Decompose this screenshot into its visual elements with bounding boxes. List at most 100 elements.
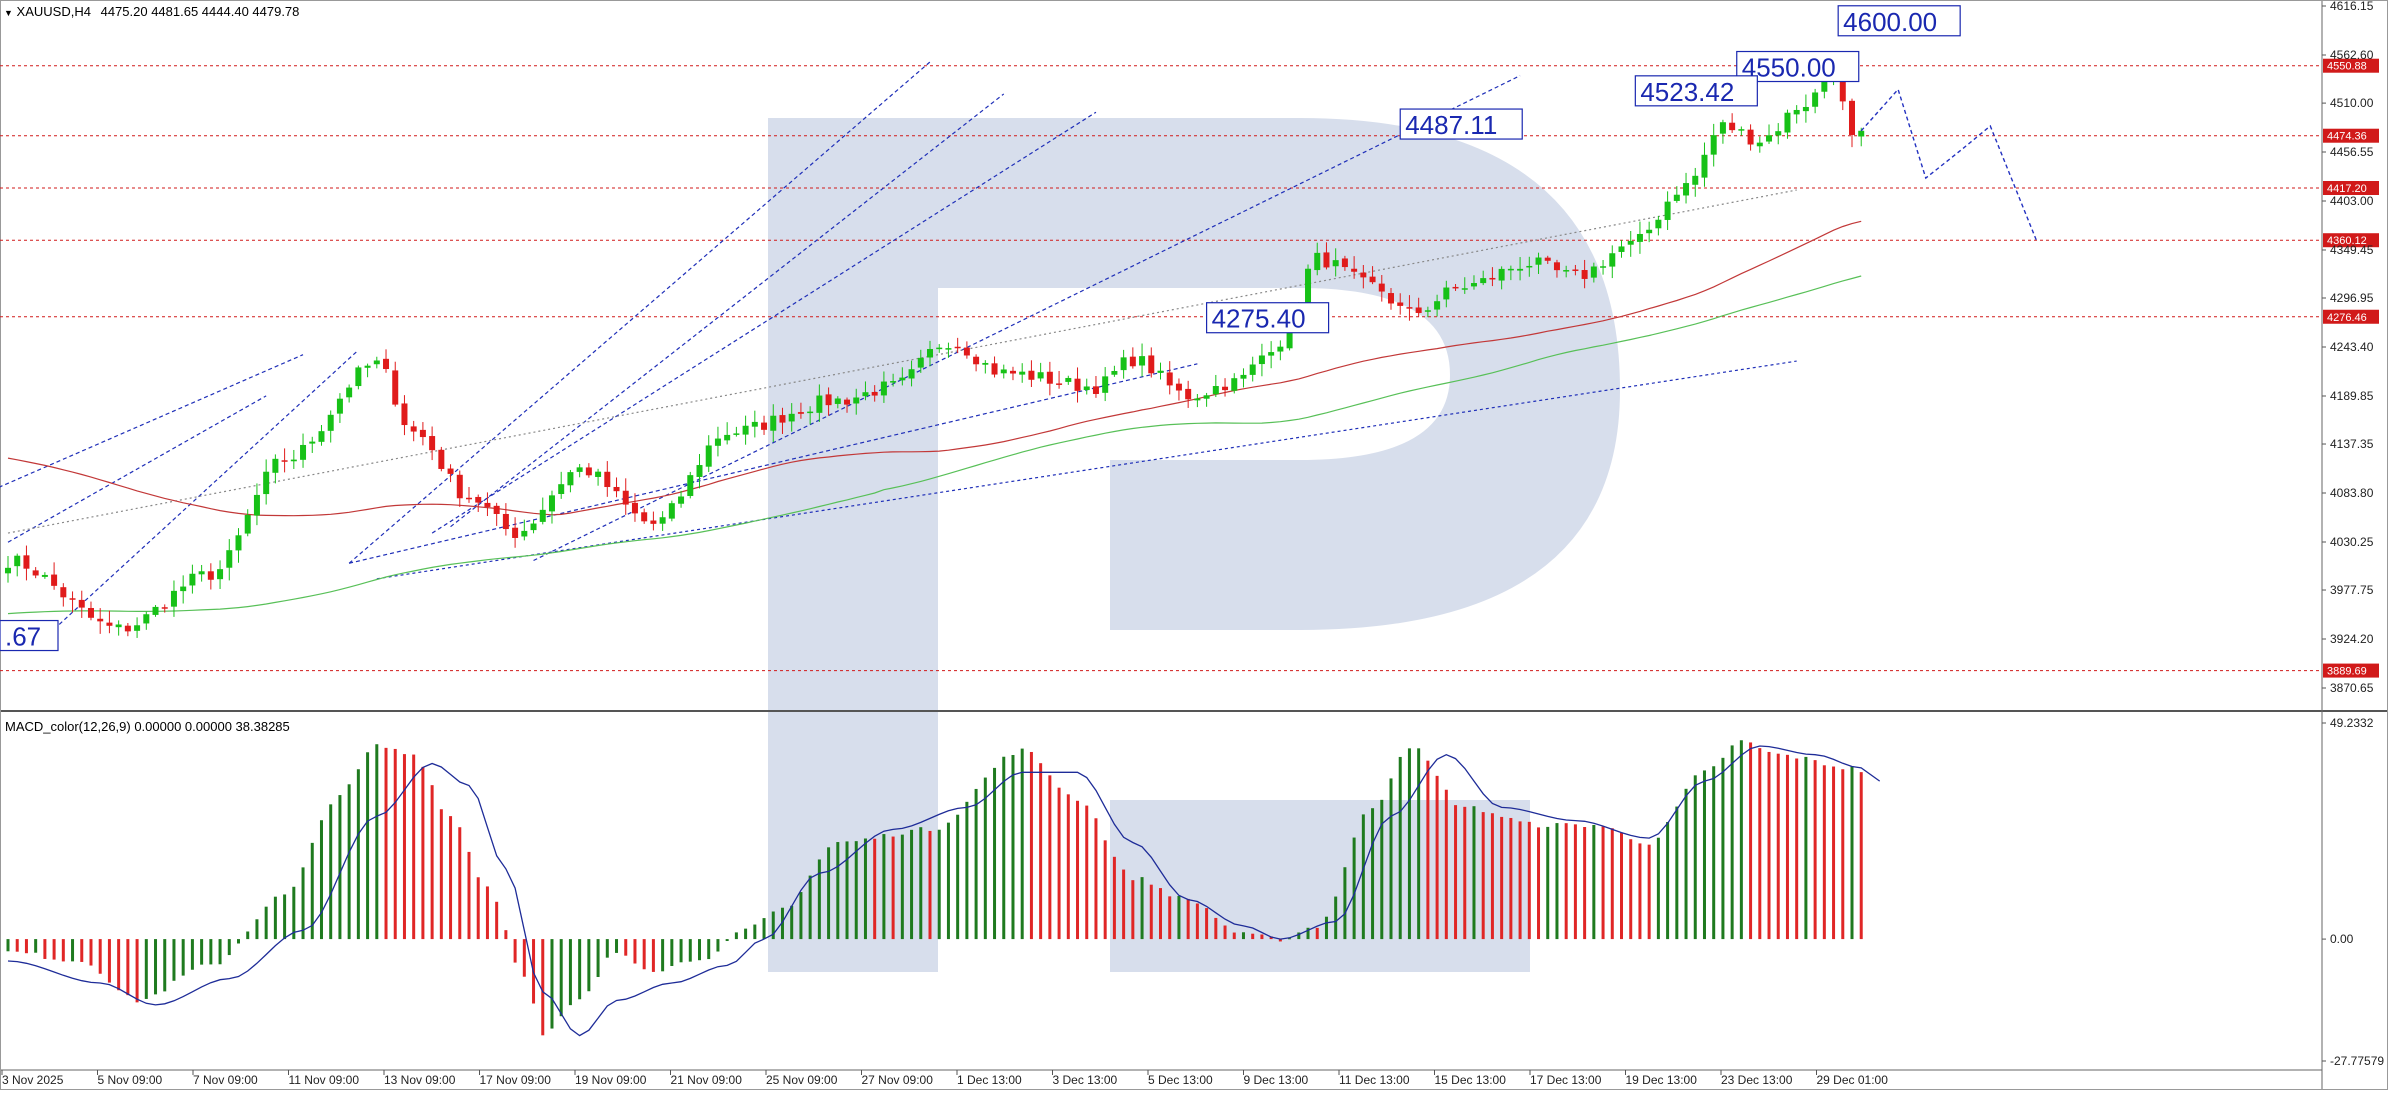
candle (1222, 378, 1229, 397)
candle (1655, 215, 1662, 236)
macd-histogram-bar (1573, 824, 1577, 940)
candle (1858, 127, 1865, 147)
price-tick-label: 4296.95 (2330, 291, 2374, 305)
candle-body (1360, 272, 1367, 278)
macd-histogram-bar (716, 939, 720, 952)
candle (1581, 259, 1588, 289)
candle (143, 611, 150, 630)
candle (1406, 295, 1413, 321)
candle (14, 553, 21, 577)
macd-histogram-bar (854, 841, 858, 940)
candle (890, 373, 897, 387)
macd-histogram-bar (449, 816, 453, 940)
macd-histogram-bar (375, 744, 379, 940)
candle-body (1388, 293, 1394, 304)
macd-histogram-bar (1675, 806, 1679, 940)
candle (844, 397, 851, 413)
macd-histogram-bar (1094, 818, 1098, 940)
candle (217, 560, 224, 589)
macd-histogram-bar (605, 939, 609, 958)
candle-body (134, 625, 141, 631)
candle-body (1498, 268, 1505, 281)
macd-histogram-bar (633, 939, 637, 964)
candle (198, 564, 205, 582)
candle (1563, 265, 1570, 278)
time-tick-label: 21 Nov 09:00 (671, 1073, 743, 1087)
macd-histogram-bar (642, 939, 646, 970)
candle (263, 459, 270, 505)
candle-body (567, 472, 574, 486)
candle-body (1526, 265, 1533, 268)
candle (1775, 123, 1782, 145)
candle-body (844, 399, 851, 405)
candle (1314, 242, 1321, 276)
macd-histogram-bar (688, 939, 692, 962)
candle (484, 492, 491, 517)
candle (622, 478, 629, 515)
candle (327, 410, 334, 443)
candle (678, 490, 685, 508)
macd-histogram-bar (734, 932, 738, 940)
candle-body (1424, 310, 1431, 312)
macd-histogram-bar (1085, 805, 1089, 940)
trend-line (7, 395, 267, 543)
candle (1231, 373, 1238, 394)
macd-histogram-bar (1186, 898, 1190, 940)
candle (124, 623, 131, 637)
macd-histogram-bar (126, 939, 130, 996)
trend-line (533, 75, 1521, 562)
macd-histogram-bar (107, 939, 111, 983)
macd-histogram-bar (698, 939, 701, 961)
macd-histogram-bar (402, 754, 406, 940)
macd-histogram-bar (1389, 778, 1393, 940)
macd-histogram-bar (163, 939, 167, 992)
candle-body (1037, 372, 1044, 379)
candle (1434, 294, 1441, 317)
macd-histogram-bar (1702, 770, 1706, 940)
candle-body (1443, 287, 1450, 300)
candle-body (1314, 252, 1321, 271)
candle-body (1507, 268, 1514, 271)
candle-body (1258, 355, 1265, 365)
macd-histogram-bar (1610, 828, 1614, 940)
candle-body (1129, 356, 1136, 367)
candle-body (917, 357, 924, 368)
macd-histogram-bar (71, 939, 75, 962)
candle (51, 562, 58, 590)
candle-body (1461, 288, 1468, 290)
candle-body (41, 574, 48, 577)
candle (1544, 255, 1551, 264)
candle (5, 556, 11, 583)
macd-histogram-bar (356, 769, 360, 940)
candle-body (548, 495, 555, 512)
candle-body (23, 555, 30, 569)
candle (1636, 221, 1643, 254)
macd-histogram-bar (679, 939, 683, 963)
macd-histogram-bar (1555, 823, 1559, 940)
candle (1535, 252, 1542, 274)
candle (973, 354, 980, 372)
macd-histogram-bar (1315, 927, 1319, 940)
annotation-box (1837, 5, 1961, 37)
candle-body (1553, 262, 1560, 271)
candle-body (890, 381, 897, 383)
collapse-triangle-icon[interactable]: ▼ (4, 8, 13, 18)
candle (880, 371, 887, 403)
macd-histogram-bar (919, 827, 923, 940)
candle (60, 583, 67, 607)
macd-histogram-bar (1804, 756, 1808, 940)
candle-body (1268, 352, 1275, 356)
macd-histogram-bar (310, 842, 314, 940)
candle (1600, 259, 1607, 275)
macd-histogram-bar (1776, 753, 1780, 940)
candle (134, 617, 141, 638)
candle (567, 469, 574, 493)
ohlc-values: 4475.20 4481.65 4444.40 4479.78 (100, 4, 300, 19)
candle-body (1203, 395, 1210, 399)
price-tick-label: 4510.00 (2330, 96, 2374, 110)
candle-body (1701, 154, 1708, 178)
candle (1111, 365, 1118, 377)
time-tick-label: 3 Nov 2025 (2, 1073, 64, 1087)
candle (383, 349, 390, 373)
macd-histogram-bar (1813, 760, 1817, 940)
